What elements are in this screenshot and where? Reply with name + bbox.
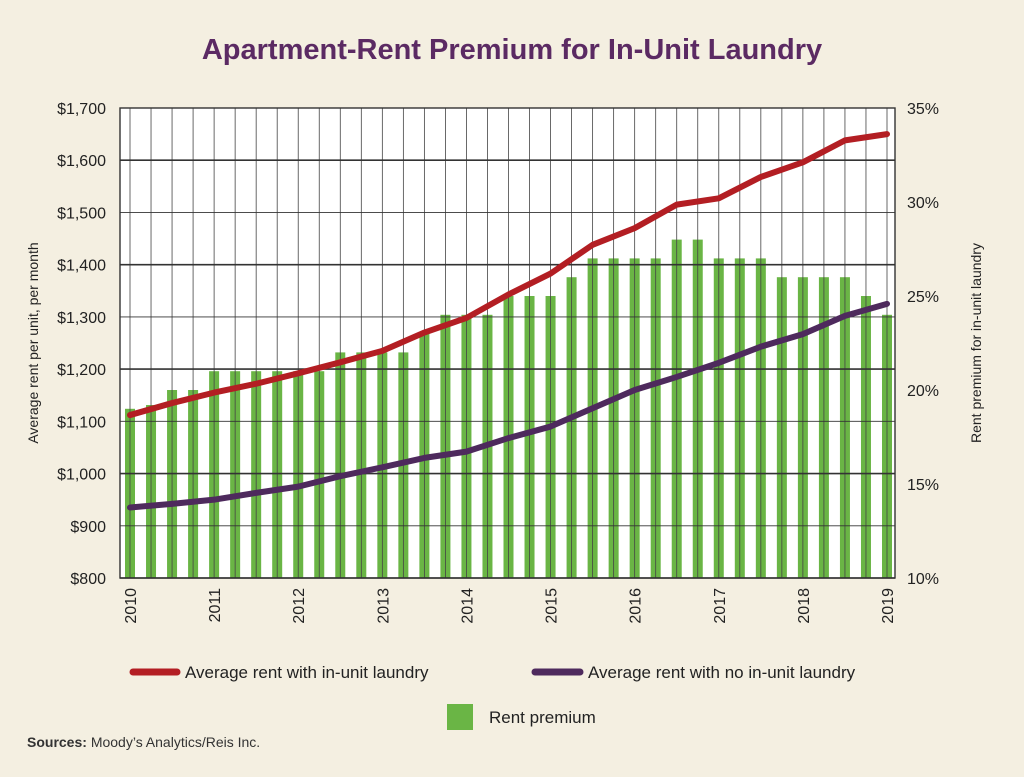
y-right-tick-label: 25% [907,289,939,306]
x-tick-label: 2014 [459,588,476,624]
y-left-tick-label: $1,000 [57,467,106,484]
y-right-tick-label: 35% [907,101,939,118]
rent-with-laundry-line [127,131,890,419]
x-tick-label: 2016 [628,588,645,624]
x-tick-label: 2012 [291,588,308,624]
x-tick-label: 2011 [207,588,224,623]
x-tick-label: 2013 [375,588,392,624]
source-label: Sources: [27,734,87,750]
y-left-tick-label: $1,700 [57,101,106,118]
legend-label-premium: Rent premium [489,708,596,727]
legend-swatch-premium [447,704,473,730]
y-right-tick-label: 30% [907,195,939,212]
y-left-tick-label: $800 [70,571,106,588]
y-right-tick-label: 20% [907,383,939,400]
source-text: Moody’s Analytics/Reis Inc. [90,734,261,750]
y-left-tick-label: $1,500 [57,205,106,222]
y-right-tick-label: 10% [907,571,939,588]
x-tick-label: 2015 [544,588,561,624]
y-right-tick-label: 15% [907,477,939,494]
y-left-tick-label: $1,100 [57,414,106,431]
legend-label-without-laundry: Average rent with no in-unit laundry [588,663,856,682]
x-tick-label: 2019 [880,588,897,624]
y-left-tick-label: $1,200 [57,362,106,379]
x-tick-label: 2018 [796,588,813,624]
y-left-tick-label: $1,300 [57,310,106,327]
y-left-axis-title: Average rent per unit, per month [25,242,41,443]
chart-title: Apartment-Rent Premium for In-Unit Laund… [201,34,823,66]
x-tick-label: 2017 [712,588,729,624]
legend-label-with-laundry: Average rent with in-unit laundry [185,663,429,682]
y-left-tick-label: $1,600 [57,153,106,170]
plot-border [119,107,896,579]
source-note: Sources: Moody’s Analytics/Reis Inc. [27,734,260,750]
y-right-axis-title: Rent premium for in-unit laundry [968,243,984,443]
x-tick-label: 2010 [123,588,140,624]
y-left-tick-label: $1,400 [57,258,106,275]
rent-without-laundry-line [127,300,890,511]
y-left-tick-label: $900 [70,519,106,536]
